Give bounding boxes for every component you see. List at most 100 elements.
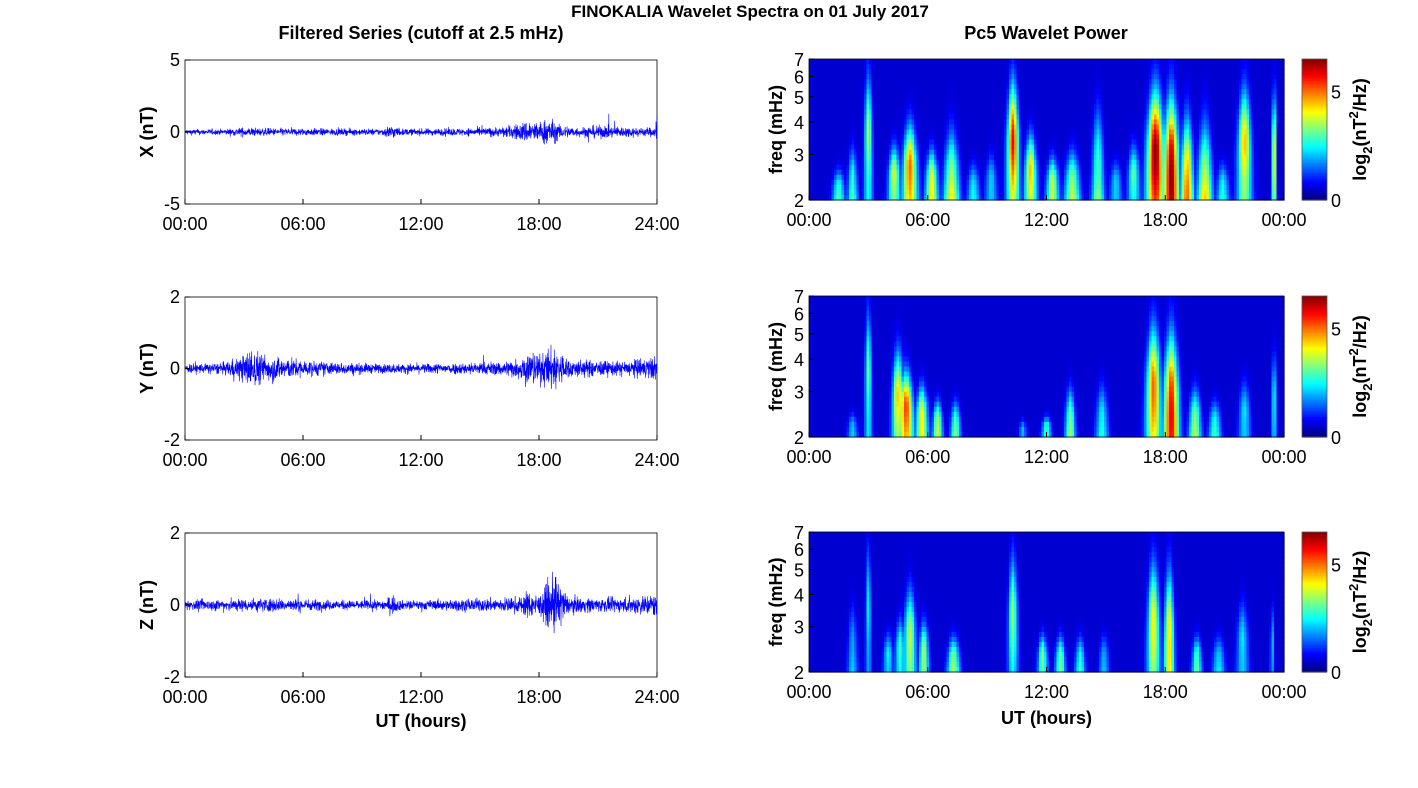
heatmap-cell <box>986 64 990 70</box>
heatmap-cell <box>1099 159 1103 166</box>
heatmap-cell <box>1034 174 1038 181</box>
heatmap-cell <box>1011 79 1015 85</box>
heatmap-cell <box>1151 89 1155 95</box>
heatmap-cell <box>1124 94 1128 100</box>
heatmap-cell <box>1051 114 1055 121</box>
heatmap-cell <box>1066 94 1070 100</box>
heatmap-cell <box>834 74 838 80</box>
heatmap-cell <box>1039 149 1043 156</box>
heatmap-cell <box>949 124 953 131</box>
heatmap-cell <box>1116 109 1120 115</box>
heatmap-cell <box>911 154 915 161</box>
heatmap-cell <box>1094 164 1098 171</box>
heatmap-cell <box>1231 109 1235 115</box>
heatmap-cell <box>896 159 900 166</box>
heatmap-cell <box>1011 89 1015 95</box>
heatmap-cell <box>1121 124 1125 131</box>
heatmap-cell <box>899 134 903 141</box>
heatmap-cell <box>1204 99 1208 105</box>
heatmap-cell <box>874 189 878 196</box>
heatmap-cell <box>1139 119 1143 126</box>
heatmap-cell <box>1006 99 1010 105</box>
heatmap-cell <box>1149 114 1153 121</box>
heatmap-cell <box>1136 139 1140 146</box>
heatmap-cell <box>1191 84 1195 90</box>
heatmap-cell <box>899 64 903 70</box>
heatmap-cell <box>1084 94 1088 100</box>
heatmap-cell <box>1086 124 1090 131</box>
heatmap-cell <box>929 134 933 141</box>
heatmap-cell <box>864 194 868 201</box>
heatmap-cell <box>944 179 948 186</box>
heatmap-cell <box>1194 194 1198 201</box>
heatmap-cell <box>1244 74 1248 80</box>
heatmap-cell <box>874 109 878 115</box>
heatmap-cell <box>871 169 875 176</box>
heatmap-cell <box>1111 74 1115 80</box>
heatmap-cell <box>1006 69 1010 75</box>
heatmap-cell <box>834 149 838 156</box>
heatmap-cell <box>919 64 923 70</box>
heatmap-cell <box>1174 124 1178 131</box>
heatmap-cell <box>1091 129 1095 136</box>
heatmap-cell <box>1086 104 1090 110</box>
heatmap-cell <box>1124 134 1128 141</box>
heatmap-cell <box>819 129 823 136</box>
heatmap-cell <box>981 69 985 75</box>
heatmap-cell <box>841 154 845 161</box>
heatmap-cell <box>936 114 940 121</box>
heatmap-cell <box>1066 134 1070 141</box>
heatmap-cell <box>1211 114 1215 121</box>
heatmap-cell <box>839 129 843 136</box>
figure-title: FINOKALIA Wavelet Spectra on 01 July 201… <box>571 2 929 21</box>
heatmap-cell <box>1029 164 1033 171</box>
heatmap-cell <box>874 119 878 126</box>
heatmap-cell <box>1071 74 1075 80</box>
heatmap-cell <box>829 164 833 171</box>
heatmap-cell <box>1146 184 1150 191</box>
heatmap-cell <box>889 164 893 171</box>
heatmap-cell <box>1106 79 1110 85</box>
heatmap-cell <box>1054 94 1058 100</box>
heatmap-cell <box>1171 169 1175 176</box>
heatmap-cell <box>851 129 855 136</box>
heatmap-cell <box>966 84 970 90</box>
heatmap-cell <box>871 89 875 95</box>
heatmap-cell <box>906 64 910 70</box>
heatmap-cell <box>839 189 843 196</box>
heatmap-cell <box>1206 89 1210 95</box>
heatmap-cell <box>1221 129 1225 136</box>
heatmap-cell <box>876 139 880 146</box>
heatmap-cell <box>1059 159 1063 166</box>
heatmap-cell <box>1054 119 1058 126</box>
heatmap-cell <box>1191 149 1195 156</box>
heatmap-cell <box>839 104 843 110</box>
heatmap-cell <box>854 144 858 151</box>
heatmap-cell <box>1171 64 1175 70</box>
heatmap-cell <box>1186 144 1190 151</box>
heatmap-cell <box>916 159 920 166</box>
heatmap-cell <box>1024 189 1028 196</box>
heatmap-cell <box>1069 119 1073 126</box>
heatmap-cell <box>886 104 890 110</box>
heatmap-cell <box>1196 59 1200 65</box>
heatmap-cell <box>1176 189 1180 196</box>
heatmap-cell <box>1229 174 1233 181</box>
heatmap-cell <box>1091 104 1095 110</box>
heatmap-cell <box>821 184 825 191</box>
heatmap-cell <box>1101 124 1105 131</box>
heatmap-cell <box>1059 114 1063 121</box>
heatmap-cell <box>879 164 883 171</box>
heatmap-cell <box>971 179 975 186</box>
heatmap-cell <box>1004 79 1008 85</box>
heatmap-cell <box>1011 94 1015 100</box>
heatmap-cell <box>921 164 925 171</box>
heatmap-cell <box>854 194 858 201</box>
heatmap-cell <box>876 169 880 176</box>
heatmap-cell <box>1071 119 1075 126</box>
heatmap-cell <box>1006 134 1010 141</box>
heatmap-cell <box>1049 69 1053 75</box>
heatmap-cell <box>911 84 915 90</box>
heatmap-cell <box>1014 79 1018 85</box>
heatmap-cell <box>1231 129 1235 136</box>
